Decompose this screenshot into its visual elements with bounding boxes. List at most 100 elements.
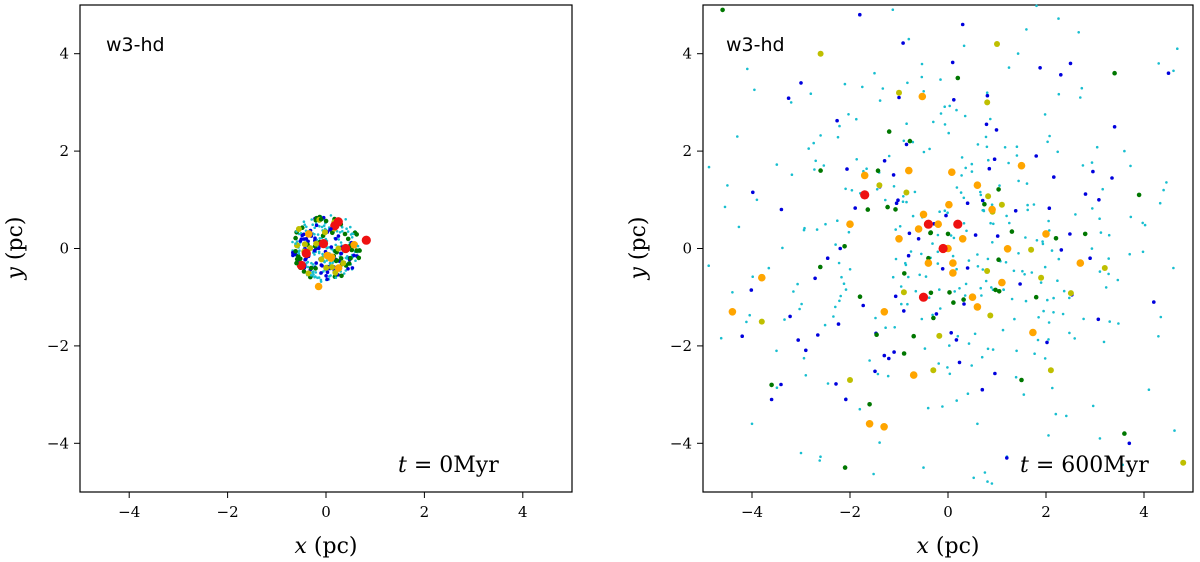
scatter-point — [731, 291, 734, 294]
scatter-point — [346, 230, 350, 233]
scatter-point — [900, 289, 907, 296]
scatter-point — [350, 266, 355, 270]
scatter-point — [837, 261, 841, 265]
scatter-point — [952, 236, 956, 240]
scatter-point — [891, 8, 895, 11]
scatter-point — [836, 135, 840, 139]
scatter-point — [1042, 230, 1050, 238]
scatter-point — [758, 318, 765, 325]
scatter-point — [918, 273, 921, 277]
scatter-point — [970, 162, 974, 166]
scatter-point — [838, 299, 841, 303]
scatter-point — [887, 154, 891, 158]
scatter-point — [1051, 386, 1054, 390]
scatter-point — [1180, 459, 1187, 466]
scatter-point — [305, 230, 313, 238]
scatter-point — [892, 350, 896, 354]
scatter-point — [310, 218, 314, 221]
scatter-point — [1047, 434, 1050, 437]
scatter-point — [872, 472, 875, 476]
scatter-point — [818, 459, 821, 462]
scatter-point — [926, 406, 930, 410]
scatter-point — [913, 190, 917, 194]
scatter-point — [998, 201, 1005, 208]
scatter-point — [945, 200, 953, 209]
scatter-point — [1038, 66, 1042, 70]
scatter-point — [984, 135, 988, 139]
scatter-point — [1002, 288, 1005, 291]
scatter-point — [943, 123, 947, 126]
x-tick-label: 0 — [321, 503, 331, 521]
scatter-point — [325, 277, 330, 282]
scatter-point — [832, 315, 835, 318]
y-tick-label: 0 — [59, 240, 69, 258]
x-axis-label: x (pc) — [917, 534, 980, 559]
scatter-point — [1128, 252, 1131, 256]
x-tick-label: 4 — [1139, 503, 1149, 521]
scatter-point — [944, 213, 948, 218]
scatter-point — [328, 275, 331, 278]
scatter-point — [296, 260, 306, 270]
scatter-point — [298, 249, 301, 252]
scatter-point — [1077, 31, 1080, 34]
scatter-point — [966, 392, 970, 396]
scatter-point — [720, 7, 725, 13]
scatter-point — [301, 248, 311, 258]
scatter-point — [1082, 317, 1085, 321]
scatter-point — [839, 294, 842, 298]
scatter-point — [1043, 357, 1047, 360]
scatter-point — [789, 101, 793, 104]
scatter-point — [334, 258, 340, 263]
scatter-point — [867, 402, 872, 407]
scatter-point — [308, 265, 314, 271]
x-tick-label: 4 — [518, 503, 528, 521]
scatter-point — [986, 480, 989, 483]
scatter-point — [1059, 73, 1063, 77]
scatter-point — [345, 236, 351, 242]
scatter-point — [341, 230, 344, 233]
scatter-point — [779, 382, 783, 387]
scatter-point — [909, 371, 918, 379]
scatter-point — [932, 120, 935, 124]
scatter-point — [745, 320, 748, 324]
scatter-point — [291, 252, 295, 256]
scatter-point — [1033, 352, 1036, 356]
scatter-point — [858, 12, 862, 17]
scatter-point — [855, 158, 858, 161]
scatter-point — [878, 99, 882, 102]
scatter-point — [311, 223, 315, 226]
scatter-point — [344, 269, 348, 272]
scatter-point — [956, 334, 960, 338]
scatter-point — [1091, 207, 1094, 210]
scatter-point — [314, 223, 319, 228]
scatter-point — [998, 184, 1001, 187]
scatter-point — [1015, 145, 1019, 148]
scatter-point — [905, 122, 908, 125]
scatter-point — [322, 224, 326, 227]
scatter-point — [963, 294, 967, 297]
scatter-point — [1101, 265, 1108, 271]
scatter-point — [905, 166, 913, 175]
scatter-point — [313, 226, 317, 230]
scatter-point — [293, 249, 298, 254]
scatter-point — [816, 333, 820, 337]
x-tick-label: 2 — [420, 503, 430, 521]
scatter-point — [1047, 338, 1050, 341]
scatter-point — [901, 200, 905, 203]
scatter-point — [899, 285, 903, 288]
scatter-point — [865, 420, 874, 428]
scatter-point — [847, 113, 850, 116]
scatter-point — [945, 231, 951, 237]
scatter-point — [979, 193, 983, 197]
scatter-point — [957, 360, 962, 365]
scatter-point — [918, 92, 927, 101]
scatter-point — [943, 209, 947, 212]
scatter-point — [1018, 282, 1022, 286]
scatter-point — [1042, 309, 1045, 313]
scatter-point — [986, 347, 990, 351]
scatter-point — [329, 214, 333, 217]
scatter-point — [726, 184, 729, 187]
scatter-point — [1024, 236, 1027, 239]
scatter-point — [927, 296, 931, 300]
